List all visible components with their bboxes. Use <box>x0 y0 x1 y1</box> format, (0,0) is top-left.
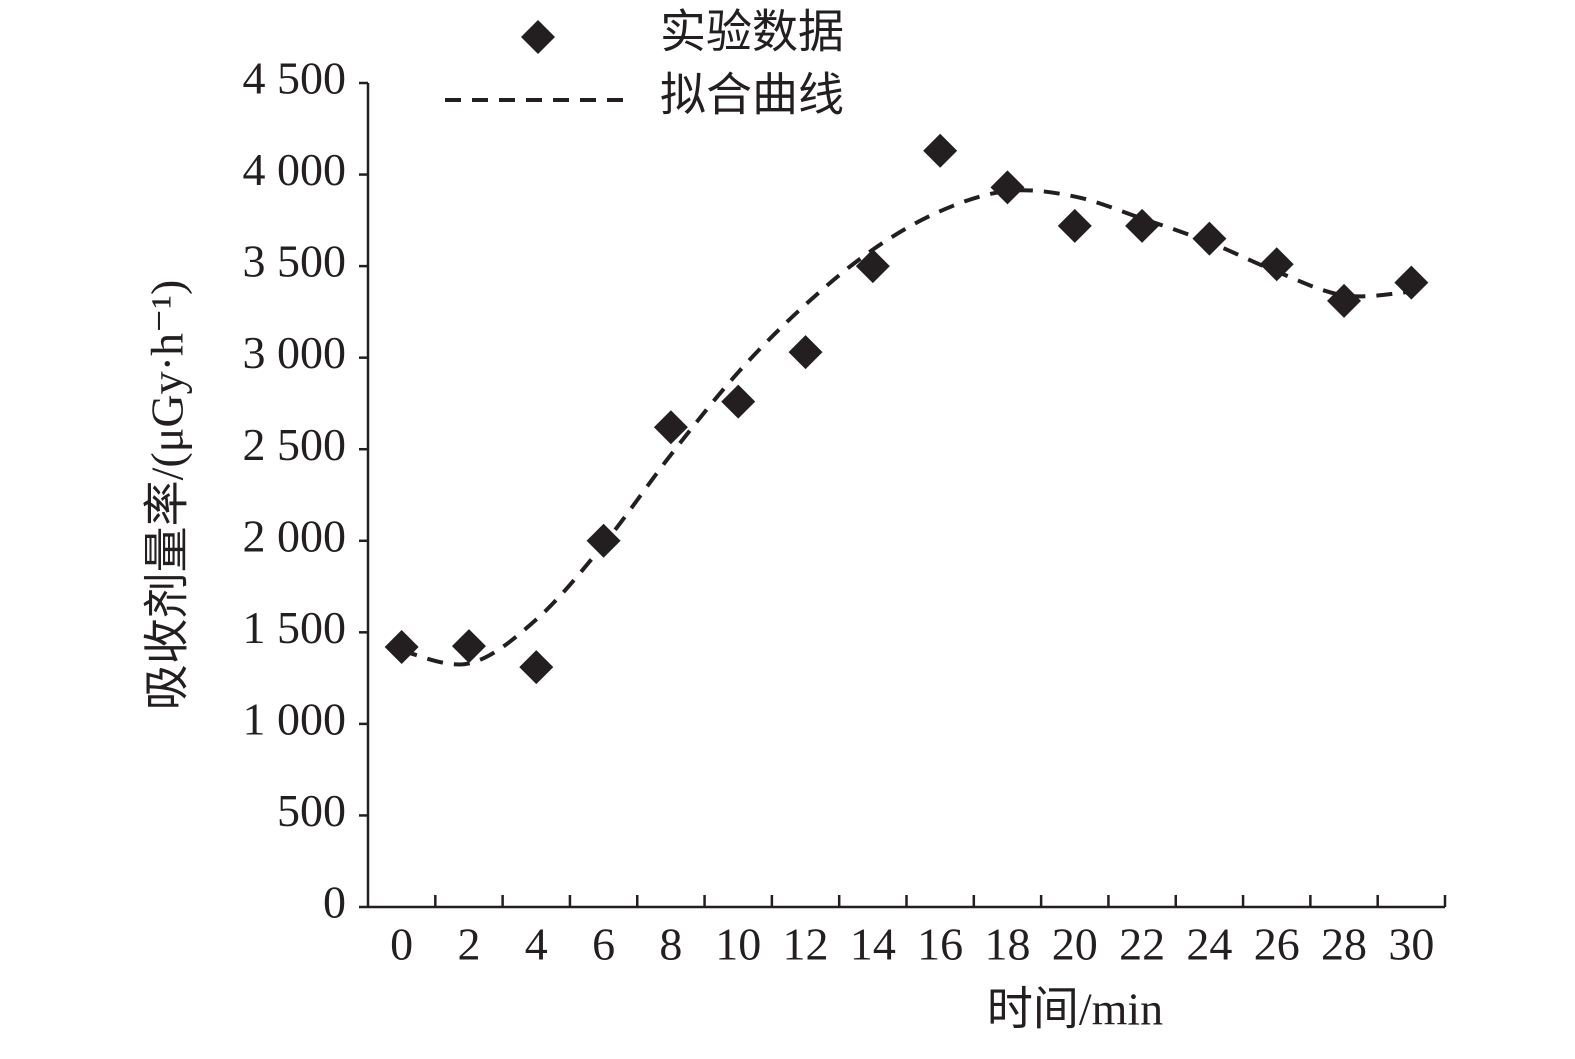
y-tick-label: 4 000 <box>243 144 347 195</box>
x-tick-label: 4 <box>525 919 548 970</box>
x-tick-label: 22 <box>1119 919 1165 970</box>
data-point <box>653 410 688 445</box>
data-point <box>519 650 554 685</box>
y-tick-label: 2 500 <box>243 419 347 470</box>
y-tick-label: 4 500 <box>243 53 347 104</box>
data-point <box>1192 221 1227 256</box>
legend-label: 实验数据 <box>660 7 844 58</box>
data-point <box>1057 208 1092 243</box>
data-point <box>1394 265 1429 300</box>
x-tick-label: 6 <box>592 919 615 970</box>
x-tick-label: 14 <box>850 919 896 970</box>
x-tick-label: 24 <box>1186 919 1232 970</box>
data-point <box>788 335 823 370</box>
data-point <box>990 170 1025 205</box>
y-tick-label: 3 000 <box>243 327 347 378</box>
y-tick-label: 0 <box>323 877 346 928</box>
data-point <box>586 523 621 558</box>
y-tick-label: 3 500 <box>243 236 347 287</box>
data-point <box>451 629 486 664</box>
y-tick-label: 1 000 <box>243 693 347 744</box>
legend-marker <box>521 20 555 54</box>
y-tick-label: 1 500 <box>243 602 347 653</box>
x-axis-label: 时间/min <box>987 984 1163 1035</box>
y-axis-label: 吸收剂量率/(μGy·h⁻¹) <box>142 280 193 711</box>
legend-label: 拟合曲线 <box>660 70 844 121</box>
x-tick-label: 28 <box>1321 919 1367 970</box>
x-tick-label: 30 <box>1388 919 1434 970</box>
y-tick-label: 2 000 <box>243 510 347 561</box>
x-tick-label: 0 <box>390 919 413 970</box>
data-point <box>721 384 756 419</box>
fit-line <box>401 188 1412 667</box>
data-point <box>1125 208 1160 243</box>
data-point <box>1327 283 1362 318</box>
x-tick-label: 2 <box>457 919 480 970</box>
x-tick-label: 20 <box>1052 919 1098 970</box>
x-tick-label: 18 <box>984 919 1030 970</box>
x-tick-label: 10 <box>715 919 761 970</box>
y-tick-label: 500 <box>277 785 346 836</box>
x-tick-label: 16 <box>917 919 963 970</box>
x-tick-label: 26 <box>1254 919 1300 970</box>
data-point <box>855 249 890 284</box>
data-point <box>384 629 419 664</box>
x-tick-label: 8 <box>659 919 682 970</box>
data-point <box>923 133 958 168</box>
x-tick-label: 12 <box>783 919 829 970</box>
data-point <box>1259 247 1294 282</box>
